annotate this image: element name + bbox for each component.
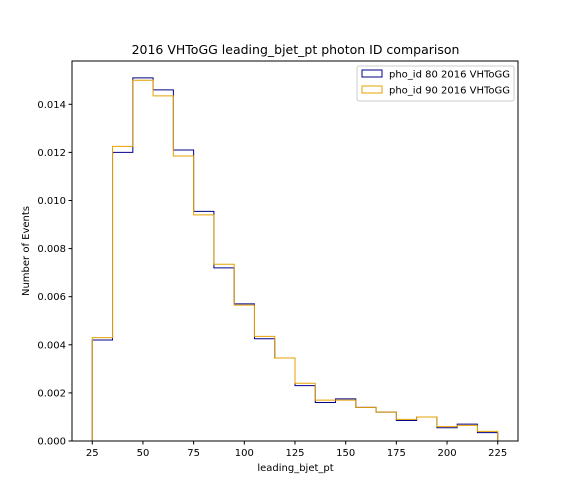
x-tick-label: 225 <box>488 448 507 459</box>
legend-label-pho-id-90: pho_id 90 2016 VHToGG <box>389 86 510 97</box>
x-axis-ticks: 25 50 75 100 125 150 175 200 225 <box>86 441 507 459</box>
y-tick-label: 0.004 <box>37 340 66 351</box>
x-tick-label: 175 <box>387 448 406 459</box>
x-tick-label: 75 <box>187 448 200 459</box>
y-tick-label: 0.014 <box>37 100 66 111</box>
y-tick-label: 0.010 <box>37 196 66 207</box>
y-axis-label: Number of Events <box>21 206 32 296</box>
y-tick-label: 0.012 <box>37 148 66 159</box>
x-tick-label: 25 <box>86 448 99 459</box>
x-tick-label: 50 <box>137 448 150 459</box>
y-tick-label: 0.002 <box>37 388 66 399</box>
y-tick-label: 0.006 <box>37 292 66 303</box>
x-tick-label: 100 <box>235 448 254 459</box>
legend-box <box>356 65 515 102</box>
series-line-0 <box>91 77 499 441</box>
y-tick-label: 0.000 <box>37 437 66 448</box>
legend-label-pho-id-80: pho_id 80 2016 VHToGG <box>389 70 510 81</box>
chart-title: 2016 VHToGG leading_bjet_pt photon ID co… <box>132 42 460 57</box>
x-tick-label: 125 <box>285 448 304 459</box>
legend-swatch-pho-id-80 <box>361 69 383 78</box>
y-axis-ticks: 0.000 0.002 0.004 0.006 0.008 0.010 0.012 0.014 <box>37 100 72 448</box>
plot-series <box>91 77 499 441</box>
legend: pho_id 80 2016 VHToGG pho_id 90 2016 VHT… <box>356 65 515 102</box>
series-line-1 <box>91 79 499 441</box>
x-tick-label: 200 <box>437 448 456 459</box>
x-tick-label: 150 <box>336 448 355 459</box>
y-tick-label: 0.008 <box>37 244 66 255</box>
x-axis-label: leading_bjet_pt <box>257 463 333 474</box>
legend-swatch-pho-id-90 <box>361 85 383 94</box>
